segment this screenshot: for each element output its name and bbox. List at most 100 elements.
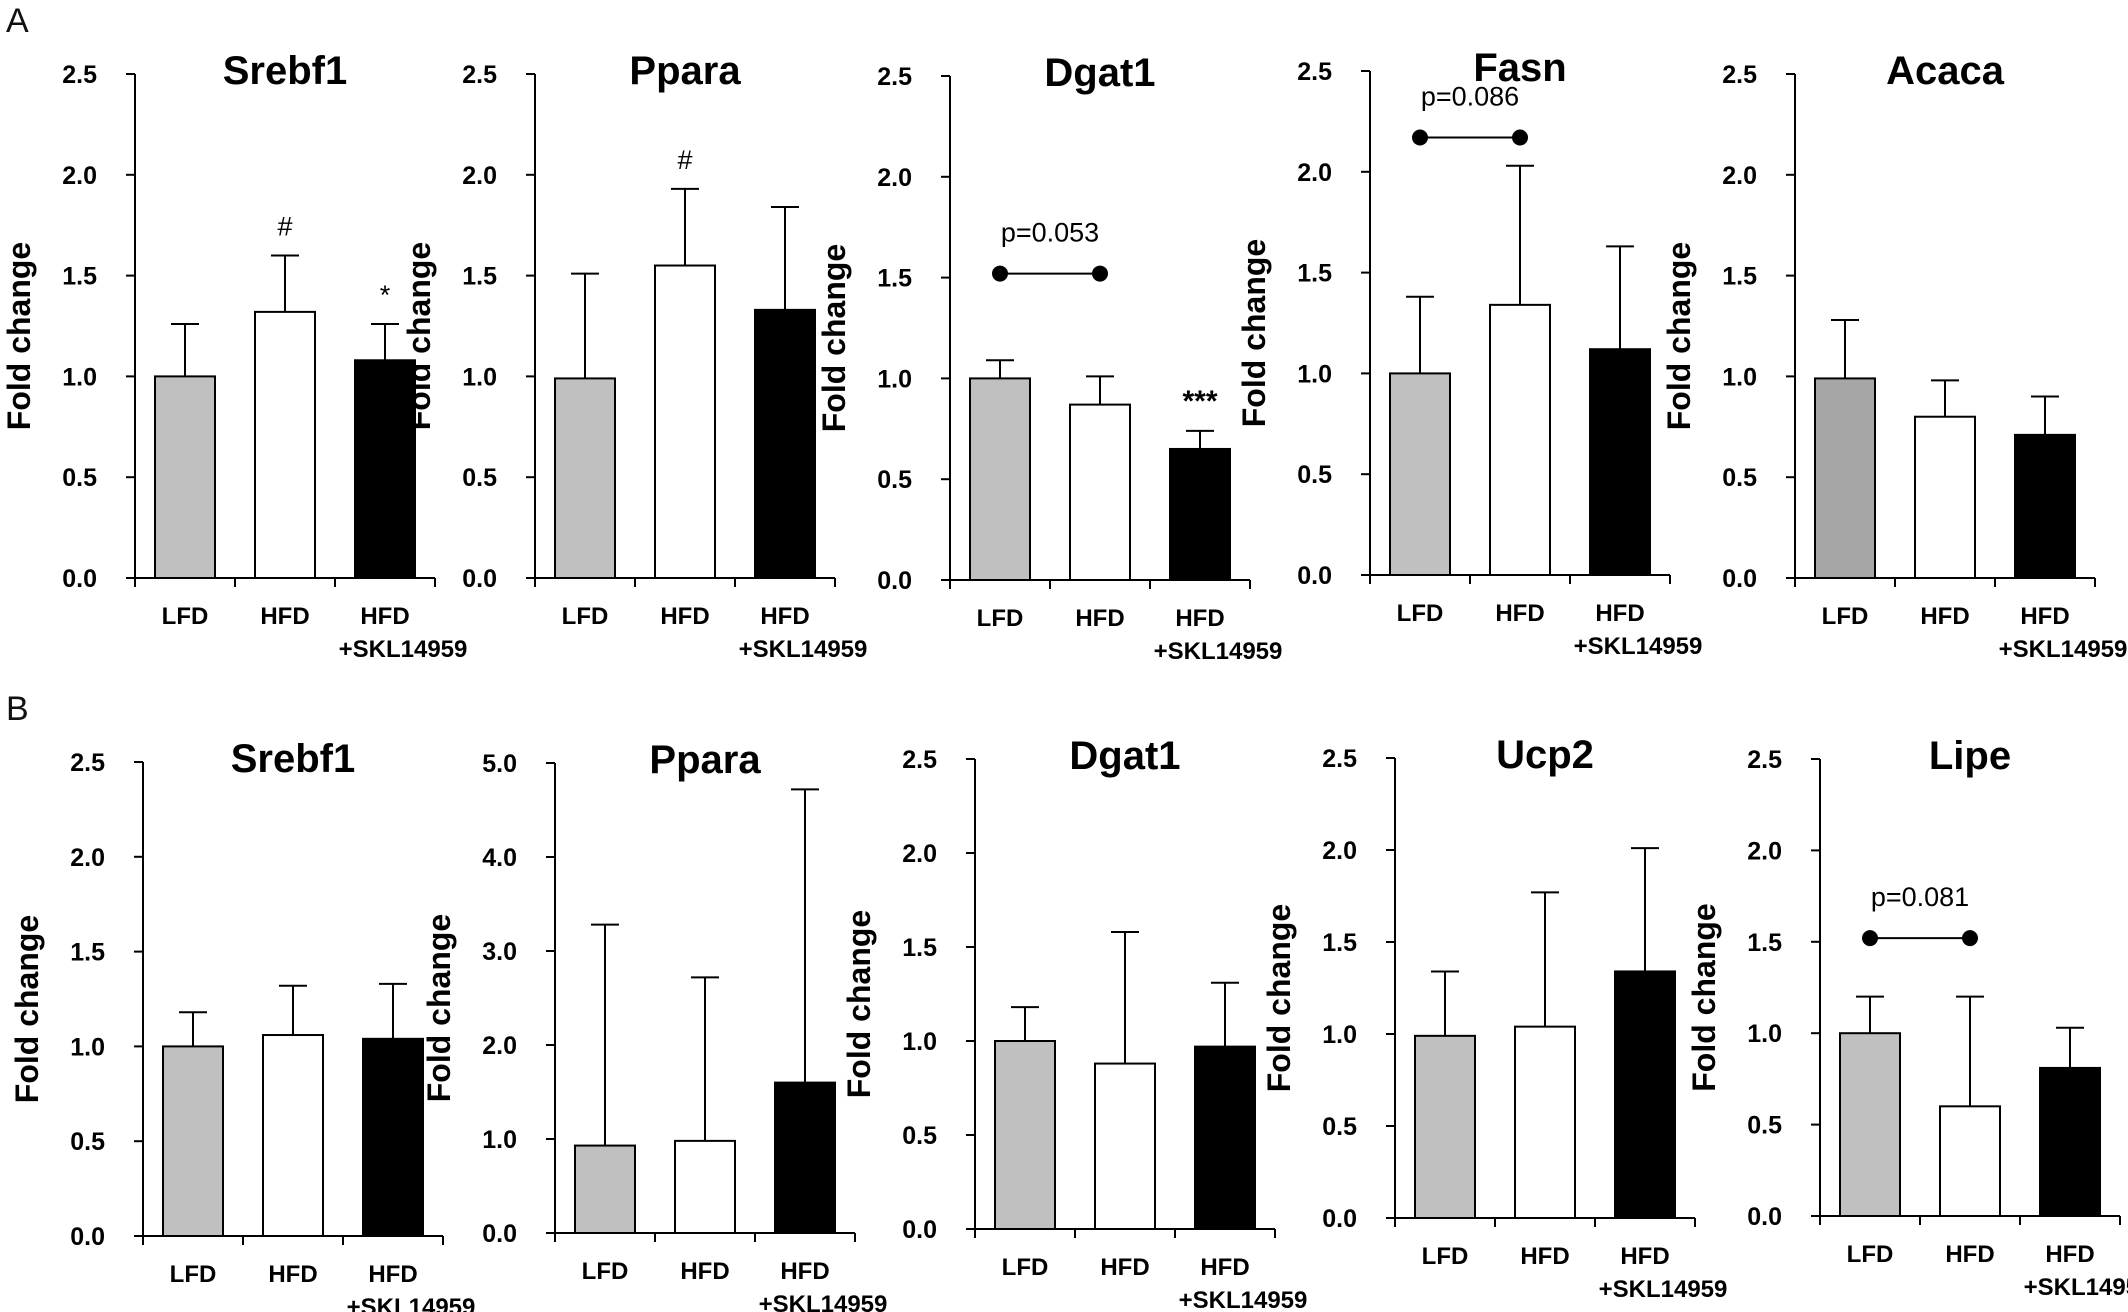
p-value-label: p=0.081 bbox=[1871, 882, 1969, 912]
bar bbox=[1489, 303, 1551, 576]
x-tick-label: LFD bbox=[1002, 1254, 1049, 1281]
x-tick-label: HFD bbox=[1100, 1254, 1149, 1281]
bracket-dot bbox=[1862, 930, 1878, 947]
y-tick-label: 2.5 bbox=[62, 61, 97, 89]
bar bbox=[254, 310, 316, 579]
chart-title: Srebf1 bbox=[231, 737, 356, 781]
y-tick-label: 2.5 bbox=[1322, 745, 1357, 773]
y-tick-label: 0.0 bbox=[1297, 562, 1332, 590]
bar bbox=[1589, 348, 1651, 577]
panel-label-b: B bbox=[6, 690, 29, 728]
chart-title: Dgat1 bbox=[1044, 51, 1155, 95]
y-tick-label: 1.5 bbox=[877, 265, 912, 293]
bar bbox=[994, 1040, 1056, 1230]
x-tick-label: LFD bbox=[1397, 600, 1444, 627]
y-axis-label: Fold change bbox=[1661, 242, 1697, 430]
y-tick-label: 0.0 bbox=[482, 1220, 517, 1248]
x-tick-label: HFD bbox=[260, 603, 309, 630]
chart-title: Lipe bbox=[1929, 734, 2011, 778]
chart-b-lipe: Lipe Fold change 0.0 0.5 1.0 1.5 2.0 2.5 LFD HFD H… bbox=[1686, 734, 2128, 1301]
bar bbox=[574, 1144, 636, 1234]
y-axis-label: Fold change bbox=[1, 242, 37, 430]
y-tick-label: 0.0 bbox=[462, 565, 497, 593]
x-tick-label: HFD bbox=[1920, 603, 1969, 630]
y-axis-label: Fold change bbox=[1261, 904, 1297, 1092]
y-tick-label: 1.0 bbox=[462, 363, 497, 391]
x-tick-label: HFD bbox=[1200, 1254, 1249, 1281]
bar bbox=[2039, 1066, 2101, 1217]
x-tick-label: HFD bbox=[780, 1258, 829, 1285]
y-axis-label: Fold change bbox=[1686, 903, 1722, 1091]
significance-mark: * bbox=[380, 280, 391, 310]
y-tick-label: 2.0 bbox=[877, 164, 912, 192]
panel-label-a: A bbox=[6, 2, 29, 40]
chart-b-srebf1: Srebf1 Fold change 0.0 0.5 1.0 1.5 2.0 2.5 LFD HF… bbox=[9, 737, 475, 1312]
chart-a-dgat1: Dgat1 Fold change 0.0 0.5 1.0 1.5 2.0 2.5 LFD HFD… bbox=[816, 51, 1282, 665]
x-tick-label: HFD bbox=[1595, 600, 1644, 627]
y-tick-label: 2.0 bbox=[1322, 837, 1357, 865]
x-tick-label: HFD bbox=[268, 1261, 317, 1288]
x-tick-label: HFD bbox=[1495, 600, 1544, 627]
bar bbox=[654, 264, 716, 579]
bar bbox=[554, 377, 616, 579]
y-tick-label: 1.0 bbox=[1722, 363, 1757, 391]
y-tick-label: 1.5 bbox=[462, 263, 497, 291]
significance-mark: # bbox=[677, 145, 692, 175]
x-tick-label: HFD bbox=[1175, 605, 1224, 632]
y-tick-label: 2.5 bbox=[1722, 61, 1757, 89]
x-tick-label: HFD bbox=[1620, 1243, 1669, 1270]
bar bbox=[362, 1037, 424, 1238]
y-axis-label: Fold change bbox=[816, 244, 852, 432]
bar bbox=[1094, 1062, 1156, 1231]
bar bbox=[674, 1139, 736, 1235]
y-tick-label: 0.0 bbox=[62, 565, 97, 593]
y-tick-label: 2.0 bbox=[902, 840, 937, 868]
y-tick-label: 1.5 bbox=[1322, 929, 1357, 957]
y-tick-label: 0.0 bbox=[902, 1216, 937, 1244]
chart-title: Fasn bbox=[1473, 46, 1566, 90]
x-tick-label: HFD bbox=[360, 603, 409, 630]
chart-b-ucp2: Ucp2 Fold change 0.0 0.5 1.0 1.5 2.0 2.5 LFD HFD H… bbox=[1261, 733, 1727, 1303]
x-tick-label: LFD bbox=[562, 603, 609, 630]
bar bbox=[1914, 415, 1976, 579]
chart-title: Acaca bbox=[1886, 49, 2005, 93]
chart-title: Ucp2 bbox=[1496, 733, 1594, 777]
chart-title: Srebf1 bbox=[223, 49, 348, 93]
chart-b-dgat1: Dgat1 Fold change 0.0 0.5 1.0 1.5 2.0 2.5 LFD HFD… bbox=[841, 734, 1307, 1312]
y-tick-label: 0.5 bbox=[70, 1128, 105, 1156]
x-tick-label: +SKL14959 bbox=[2024, 1274, 2128, 1301]
x-tick-label: LFD bbox=[1822, 603, 1869, 630]
x-tick-label: HFD bbox=[660, 603, 709, 630]
chart-a-acaca: Acaca Fold change 0.0 0.5 1.0 1.5 2.0 2.5 LFD HFD… bbox=[1661, 49, 2127, 663]
bar bbox=[754, 308, 816, 579]
y-tick-label: 0.5 bbox=[1722, 464, 1757, 492]
bar bbox=[969, 377, 1031, 581]
y-tick-label: 4.0 bbox=[482, 844, 517, 872]
x-tick-label: +SKL14959 bbox=[739, 636, 868, 663]
y-tick-label: 2.0 bbox=[1297, 159, 1332, 187]
y-tick-label: 2.0 bbox=[482, 1032, 517, 1060]
y-tick-label: 0.5 bbox=[1322, 1113, 1357, 1141]
y-axis-label: Fold change bbox=[401, 242, 437, 430]
bar bbox=[262, 1034, 324, 1238]
y-tick-label: 1.0 bbox=[482, 1126, 517, 1154]
y-tick-label: 2.5 bbox=[462, 61, 497, 89]
bar bbox=[774, 1081, 836, 1234]
chart-a-ppara: Ppara Fold change 0.0 0.5 1.0 1.5 2.0 2.5 LFD HFD… bbox=[401, 49, 867, 663]
x-tick-label: LFD bbox=[1847, 1241, 1894, 1268]
y-tick-label: 1.5 bbox=[70, 939, 105, 967]
y-tick-label: 1.0 bbox=[1322, 1021, 1357, 1049]
chart-title: Dgat1 bbox=[1069, 734, 1180, 778]
x-tick-label: +SKL14959 bbox=[759, 1291, 888, 1312]
y-axis-label: Fold change bbox=[841, 910, 877, 1098]
y-tick-label: 2.5 bbox=[902, 746, 937, 774]
y-axis-label: Fold change bbox=[421, 914, 457, 1102]
significance-mark: # bbox=[277, 211, 292, 241]
x-tick-label: HFD bbox=[760, 603, 809, 630]
x-tick-label: +SKL14959 bbox=[1154, 638, 1283, 665]
y-tick-label: 2.5 bbox=[1747, 746, 1782, 774]
x-tick-label: +SKL14959 bbox=[1179, 1287, 1308, 1312]
y-axis-label: Fold change bbox=[9, 915, 45, 1103]
bar bbox=[1169, 447, 1231, 581]
